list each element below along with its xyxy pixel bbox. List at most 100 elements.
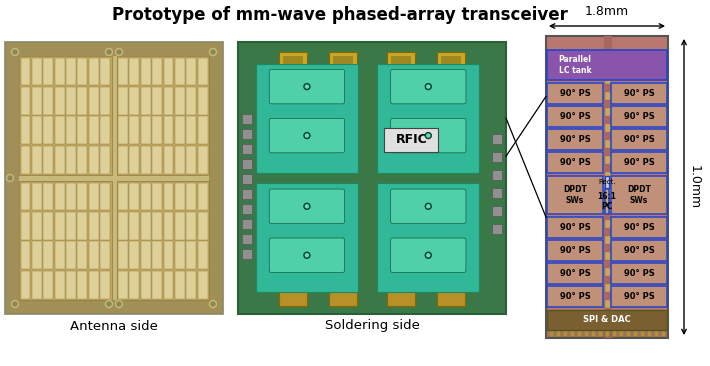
Bar	[77, 212, 87, 240]
Bar	[118, 212, 128, 240]
Circle shape	[117, 302, 121, 306]
Bar	[21, 116, 31, 144]
Bar	[611, 106, 667, 127]
Bar	[547, 152, 603, 173]
Bar	[32, 57, 42, 85]
Bar	[32, 270, 42, 299]
Bar	[605, 331, 610, 337]
Bar	[77, 116, 87, 144]
Bar	[163, 241, 173, 269]
Bar	[43, 270, 53, 299]
Bar	[152, 212, 162, 240]
Bar	[100, 183, 110, 210]
Circle shape	[13, 302, 17, 306]
Bar	[43, 116, 53, 144]
Bar	[100, 241, 110, 269]
FancyBboxPatch shape	[391, 70, 466, 104]
Bar	[43, 183, 53, 210]
Bar	[605, 140, 611, 148]
Bar	[55, 241, 65, 269]
Circle shape	[305, 205, 308, 208]
Bar	[492, 188, 502, 198]
Bar	[129, 57, 139, 85]
Bar	[89, 212, 99, 240]
Bar	[547, 263, 603, 284]
Bar	[387, 52, 415, 74]
Bar	[100, 57, 110, 85]
Bar	[605, 108, 611, 116]
Bar	[186, 87, 196, 115]
Bar	[163, 270, 173, 299]
Bar	[391, 56, 411, 70]
Circle shape	[117, 50, 121, 54]
FancyBboxPatch shape	[384, 128, 438, 152]
Bar	[118, 270, 128, 299]
Bar	[21, 57, 31, 85]
Bar	[32, 183, 42, 210]
Bar	[175, 146, 185, 173]
Bar	[19, 181, 111, 300]
Circle shape	[427, 254, 430, 257]
Bar	[242, 114, 252, 124]
Bar	[197, 87, 207, 115]
Circle shape	[425, 132, 431, 139]
Bar	[66, 241, 76, 269]
Bar	[546, 36, 668, 338]
Text: 1.0mm: 1.0mm	[688, 165, 701, 209]
Bar	[141, 87, 151, 115]
Bar	[186, 241, 196, 269]
Bar	[129, 87, 139, 115]
Text: 90° PS: 90° PS	[559, 223, 591, 232]
Text: 90° PS: 90° PS	[559, 246, 591, 255]
Bar	[598, 331, 603, 337]
Bar	[89, 146, 99, 173]
Bar	[152, 241, 162, 269]
Bar	[141, 183, 151, 210]
Bar	[492, 152, 502, 162]
Bar	[547, 83, 603, 104]
Bar	[186, 183, 196, 210]
Bar	[611, 83, 667, 104]
Bar	[21, 146, 31, 173]
Text: 90° PS: 90° PS	[623, 112, 655, 121]
Bar	[570, 331, 575, 337]
Bar	[283, 56, 303, 70]
Bar	[89, 57, 99, 85]
Bar	[66, 146, 76, 173]
FancyBboxPatch shape	[269, 118, 344, 153]
Bar	[605, 284, 611, 292]
Bar	[279, 52, 307, 74]
Bar	[197, 241, 207, 269]
Bar	[55, 116, 65, 144]
Bar	[55, 57, 65, 85]
Bar	[186, 57, 196, 85]
Bar	[89, 241, 99, 269]
Circle shape	[425, 252, 431, 258]
Bar	[242, 219, 252, 229]
Bar	[175, 270, 185, 299]
Bar	[387, 286, 415, 306]
Bar	[605, 156, 611, 164]
Bar	[141, 146, 151, 173]
Bar	[175, 57, 185, 85]
Text: SPI & DAC: SPI & DAC	[583, 315, 631, 325]
Bar	[129, 146, 139, 173]
Circle shape	[11, 300, 18, 307]
Bar	[77, 183, 87, 210]
Bar	[197, 183, 207, 210]
Bar	[21, 241, 31, 269]
Text: Prototype of mm-wave phased-array transceiver: Prototype of mm-wave phased-array transc…	[112, 6, 568, 24]
Bar	[492, 206, 502, 216]
Bar	[605, 252, 611, 260]
Text: 90° PS: 90° PS	[623, 223, 655, 232]
Bar	[55, 87, 65, 115]
Text: 90° PS: 90° PS	[559, 135, 591, 144]
FancyBboxPatch shape	[269, 238, 344, 272]
Bar	[197, 57, 207, 85]
Bar	[377, 183, 479, 292]
Bar	[633, 331, 638, 337]
Bar	[141, 116, 151, 144]
Circle shape	[427, 205, 430, 208]
Text: 90° PS: 90° PS	[623, 246, 655, 255]
Bar	[77, 241, 87, 269]
